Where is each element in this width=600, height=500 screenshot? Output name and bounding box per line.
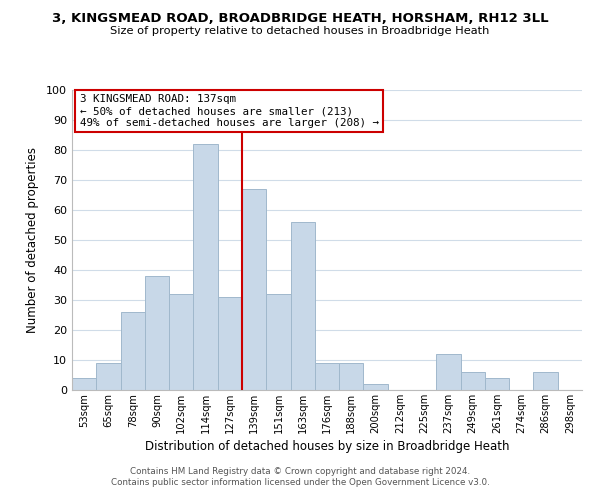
X-axis label: Distribution of detached houses by size in Broadbridge Heath: Distribution of detached houses by size … (145, 440, 509, 453)
Bar (193, 144, 218, 390)
Bar (436, 354, 461, 390)
Bar (218, 297, 242, 390)
Bar (72, 378, 96, 390)
Bar (266, 294, 290, 390)
Bar (533, 372, 558, 390)
Bar (315, 363, 339, 390)
Text: Contains public sector information licensed under the Open Government Licence v3: Contains public sector information licen… (110, 478, 490, 487)
Text: 3 KINGSMEAD ROAD: 137sqm
← 50% of detached houses are smaller (213)
49% of semi-: 3 KINGSMEAD ROAD: 137sqm ← 50% of detach… (80, 94, 379, 128)
Bar (364, 384, 388, 390)
Bar (121, 312, 145, 390)
Bar (145, 276, 169, 390)
Bar (290, 222, 315, 390)
Y-axis label: Number of detached properties: Number of detached properties (26, 147, 39, 333)
Bar (339, 363, 364, 390)
Bar (169, 294, 193, 390)
Bar (461, 372, 485, 390)
Text: Contains HM Land Registry data © Crown copyright and database right 2024.: Contains HM Land Registry data © Crown c… (130, 467, 470, 476)
Bar (485, 378, 509, 390)
Text: Size of property relative to detached houses in Broadbridge Heath: Size of property relative to detached ho… (110, 26, 490, 36)
Bar (242, 189, 266, 390)
Text: 3, KINGSMEAD ROAD, BROADBRIDGE HEATH, HORSHAM, RH12 3LL: 3, KINGSMEAD ROAD, BROADBRIDGE HEATH, HO… (52, 12, 548, 26)
Bar (96, 363, 121, 390)
